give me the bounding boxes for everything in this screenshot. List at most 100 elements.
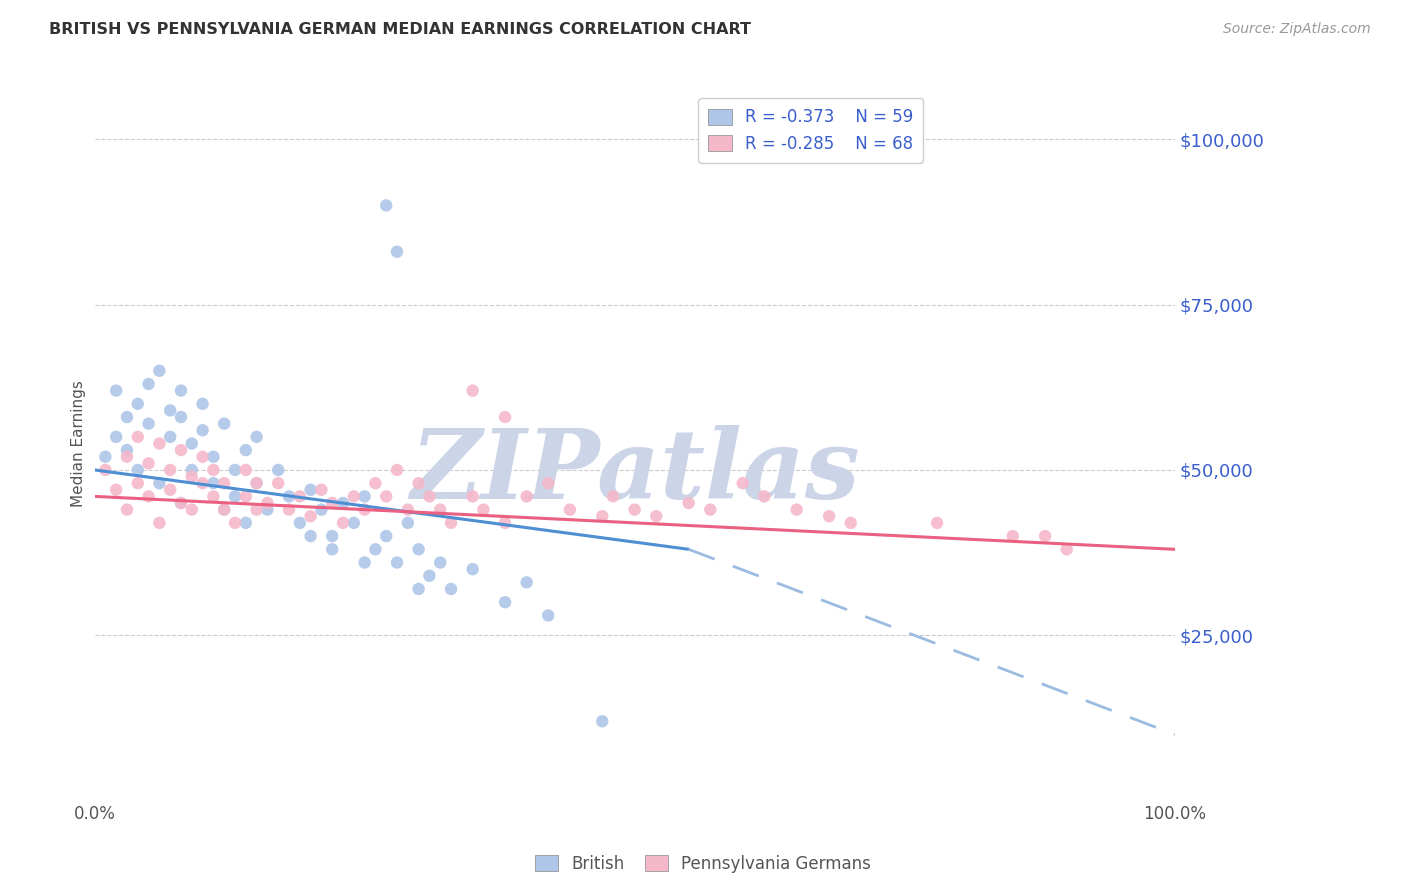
Point xyxy=(127,397,149,411)
Point xyxy=(224,463,246,477)
Point xyxy=(385,463,408,477)
Point xyxy=(288,489,311,503)
Point xyxy=(94,450,117,464)
Point xyxy=(170,410,193,425)
Legend: British, Pennsylvania Germans: British, Pennsylvania Germans xyxy=(529,848,877,880)
Point xyxy=(170,384,193,398)
Point xyxy=(159,430,181,444)
Point xyxy=(311,483,333,497)
Point xyxy=(332,516,354,530)
Point xyxy=(191,423,214,437)
Point xyxy=(461,384,484,398)
Point xyxy=(127,430,149,444)
Point xyxy=(105,384,128,398)
Point xyxy=(396,502,419,516)
Point xyxy=(138,417,160,431)
Point xyxy=(623,502,645,516)
Point xyxy=(321,496,343,510)
Point xyxy=(1001,529,1024,543)
Point xyxy=(191,397,214,411)
Point xyxy=(115,450,138,464)
Point xyxy=(148,364,170,378)
Point xyxy=(299,529,322,543)
Text: ZIPatlas: ZIPatlas xyxy=(409,425,859,519)
Point xyxy=(180,502,202,516)
Point xyxy=(353,489,375,503)
Point xyxy=(343,516,366,530)
Point xyxy=(159,463,181,477)
Point xyxy=(159,403,181,417)
Point xyxy=(115,502,138,516)
Point xyxy=(408,542,430,557)
Point xyxy=(105,483,128,497)
Point xyxy=(278,502,301,516)
Point xyxy=(299,483,322,497)
Point xyxy=(256,502,278,516)
Point xyxy=(731,476,754,491)
Point xyxy=(375,529,398,543)
Point xyxy=(256,496,278,510)
Point xyxy=(321,542,343,557)
Point xyxy=(202,450,225,464)
Point xyxy=(440,582,463,596)
Point xyxy=(148,476,170,491)
Point xyxy=(311,502,333,516)
Legend: R = -0.373    N = 59, R = -0.285    N = 68: R = -0.373 N = 59, R = -0.285 N = 68 xyxy=(699,98,924,162)
Point xyxy=(364,476,387,491)
Point xyxy=(494,516,516,530)
Point xyxy=(591,509,613,524)
Point xyxy=(180,436,202,450)
Point xyxy=(408,476,430,491)
Point xyxy=(408,582,430,596)
Point xyxy=(321,529,343,543)
Point xyxy=(180,469,202,483)
Point xyxy=(202,463,225,477)
Point xyxy=(385,556,408,570)
Point xyxy=(537,608,560,623)
Point xyxy=(645,509,668,524)
Point xyxy=(591,714,613,729)
Point xyxy=(754,489,776,503)
Point xyxy=(461,562,484,576)
Point xyxy=(180,463,202,477)
Point xyxy=(418,489,440,503)
Point xyxy=(1056,542,1078,557)
Point xyxy=(170,496,193,510)
Point xyxy=(159,483,181,497)
Point xyxy=(396,516,419,530)
Point xyxy=(353,556,375,570)
Point xyxy=(516,575,538,590)
Point xyxy=(170,443,193,458)
Point xyxy=(472,502,495,516)
Point xyxy=(925,516,948,530)
Point xyxy=(212,476,235,491)
Point xyxy=(375,489,398,503)
Point xyxy=(138,376,160,391)
Y-axis label: Median Earnings: Median Earnings xyxy=(72,380,86,507)
Point xyxy=(602,489,624,503)
Point xyxy=(332,496,354,510)
Point xyxy=(267,476,290,491)
Point xyxy=(288,516,311,530)
Point xyxy=(138,489,160,503)
Point xyxy=(235,463,257,477)
Point xyxy=(246,430,269,444)
Point xyxy=(191,476,214,491)
Point xyxy=(115,410,138,425)
Point xyxy=(224,489,246,503)
Point xyxy=(127,476,149,491)
Point xyxy=(818,509,841,524)
Point xyxy=(212,502,235,516)
Point xyxy=(494,595,516,609)
Point xyxy=(148,516,170,530)
Point xyxy=(246,476,269,491)
Point xyxy=(343,489,366,503)
Point xyxy=(212,502,235,516)
Point xyxy=(235,443,257,458)
Point xyxy=(148,436,170,450)
Point xyxy=(429,556,451,570)
Point xyxy=(235,489,257,503)
Point xyxy=(138,456,160,470)
Point xyxy=(375,198,398,212)
Point xyxy=(537,476,560,491)
